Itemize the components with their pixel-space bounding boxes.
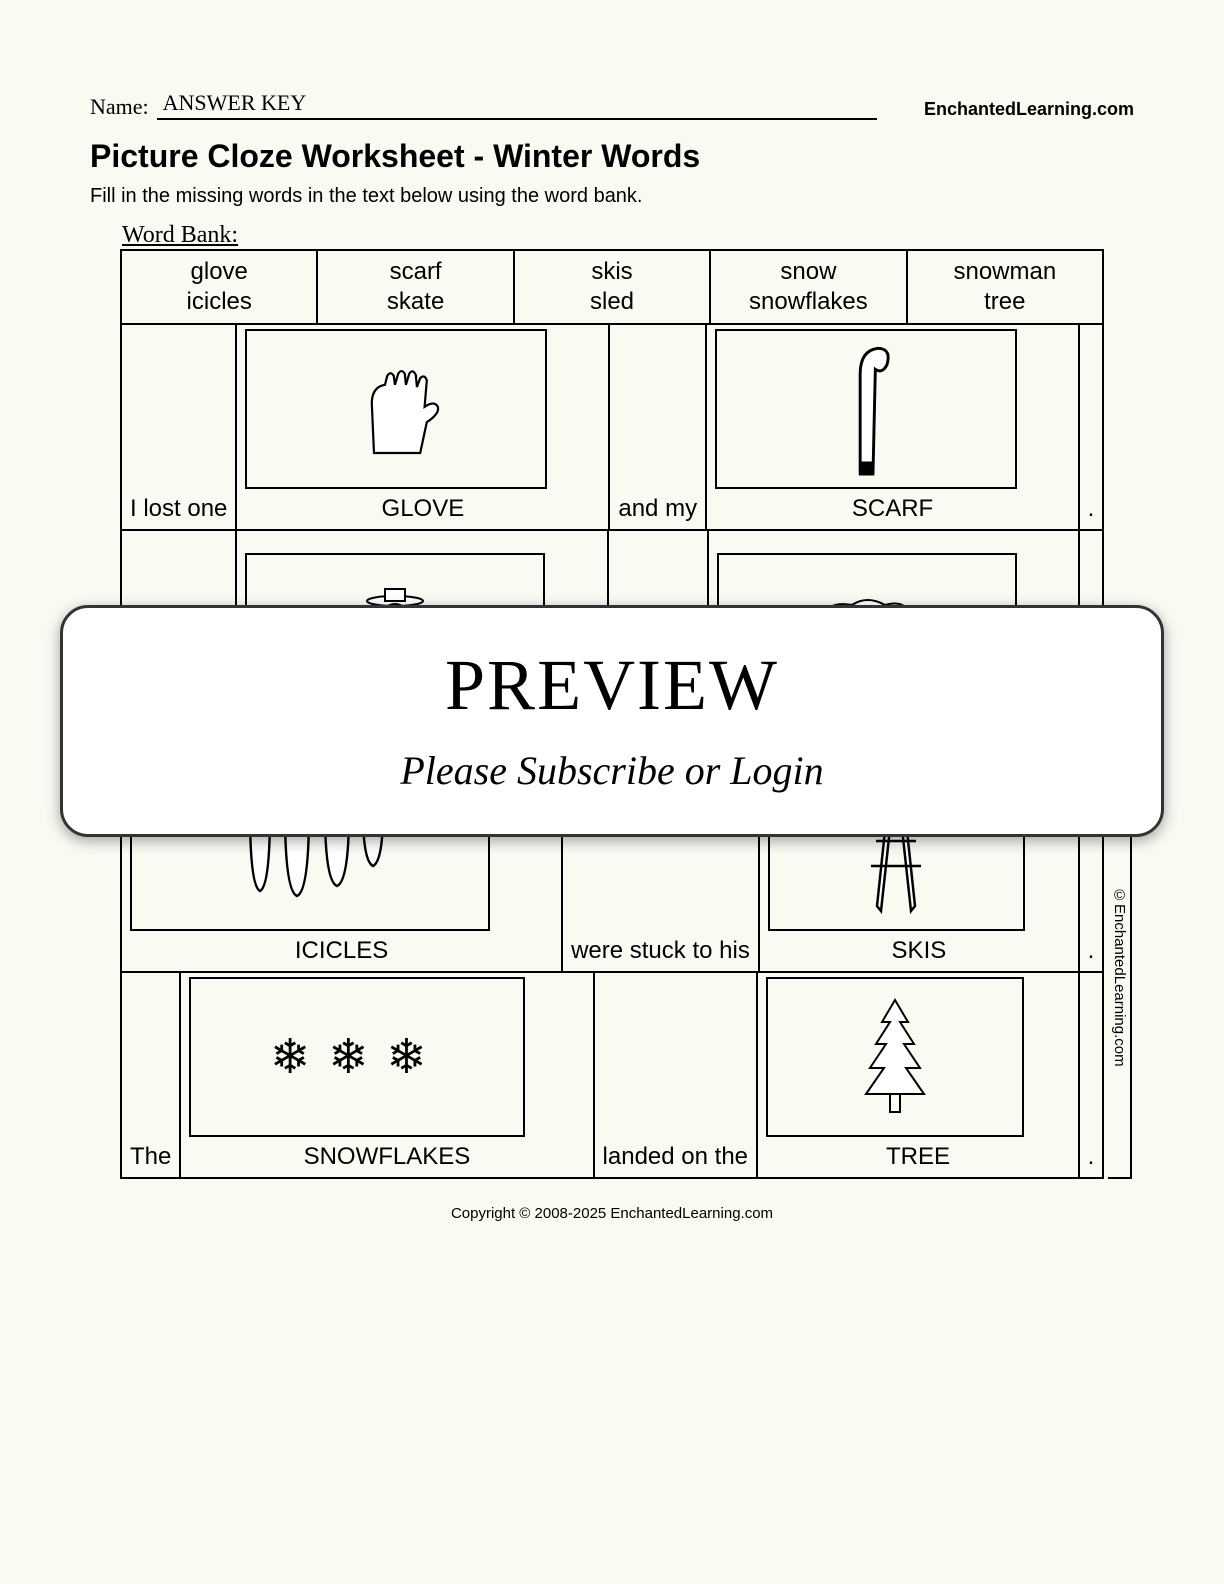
wb-word: snow [711, 257, 905, 287]
snowflakes-icon: ❄❄❄ [189, 977, 525, 1137]
word-bank: glove icicles scarf skate skis sled snow… [120, 249, 1104, 325]
wb-word: sled [515, 287, 709, 317]
wb-word: tree [908, 287, 1102, 317]
wb-word: snowflakes [711, 287, 905, 317]
sentence-text: The [122, 973, 181, 1177]
wb-col: snow snowflakes [711, 251, 907, 323]
answer-label: ICICLES [130, 937, 553, 965]
name-label: Name: [90, 94, 149, 120]
sentence-text: I lost one [122, 325, 237, 529]
name-value: ANSWER KEY [157, 90, 877, 120]
site-label: EnchantedLearning.com [924, 99, 1134, 120]
answer-label: SKIS [768, 937, 1070, 965]
ws-row: The ❄❄❄ SNOWFLAKES landed on the TREE . [120, 973, 1104, 1179]
ws-row: I lost one GLOVE and my SCARF [120, 325, 1104, 531]
answer-cell: SCARF [707, 325, 1080, 529]
scarf-icon [715, 329, 1017, 489]
sentence-text: landed on the [595, 973, 758, 1177]
answer-cell: ❄❄❄ SNOWFLAKES [181, 973, 594, 1177]
header: Name: ANSWER KEY EnchantedLearning.com [90, 90, 1134, 120]
answer-label: SNOWFLAKES [189, 1143, 584, 1171]
punctuation: . [1080, 325, 1102, 529]
footer-copyright: Copyright © 2008-2025 EnchantedLearning.… [90, 1205, 1134, 1222]
wb-word: skis [515, 257, 709, 287]
answer-label: SCARF [715, 495, 1070, 523]
wb-word: glove [122, 257, 316, 287]
punctuation: . [1080, 973, 1102, 1177]
preview-overlay: PREVIEW Please Subscribe or Login [60, 605, 1164, 837]
answer-cell: TREE [758, 973, 1080, 1177]
sentence-text: and my [610, 325, 707, 529]
wb-col: skis sled [515, 251, 711, 323]
wb-col: glove icicles [122, 251, 318, 323]
wb-word: scarf [318, 257, 512, 287]
wb-word: skate [318, 287, 512, 317]
overlay-subtitle: Please Subscribe or Login [83, 747, 1141, 794]
overlay-title: PREVIEW [83, 644, 1141, 727]
instructions: Fill in the missing words in the text be… [90, 185, 1134, 208]
answer-label: TREE [766, 1143, 1070, 1171]
wb-col: scarf skate [318, 251, 514, 323]
answer-label: GLOVE [245, 495, 600, 523]
answer-cell: GLOVE [237, 325, 610, 529]
wb-word: icicles [122, 287, 316, 317]
wb-col: snowman tree [908, 251, 1102, 323]
wb-word: snowman [908, 257, 1102, 287]
tree-icon [766, 977, 1024, 1137]
glove-icon [245, 329, 547, 489]
page-title: Picture Cloze Worksheet - Winter Words [90, 138, 1134, 175]
word-bank-label: Word Bank: [122, 222, 1104, 249]
